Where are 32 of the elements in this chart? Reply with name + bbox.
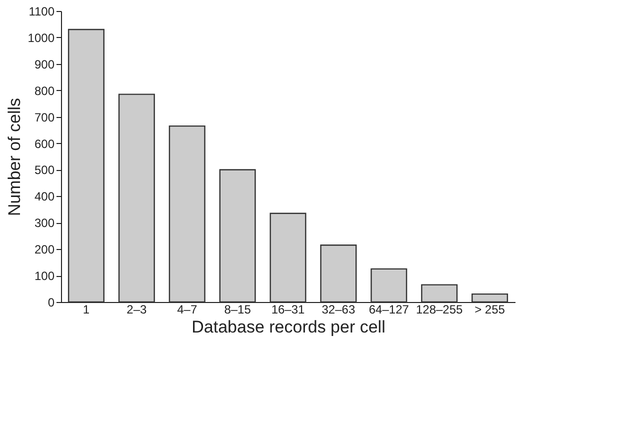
x-tick-label: 8–15 xyxy=(224,302,252,316)
y-tick-label: 900 xyxy=(34,57,55,72)
bar xyxy=(370,268,408,303)
x-tick-label: 64–127 xyxy=(368,302,410,316)
bar xyxy=(421,284,458,303)
y-axis-title: Number of cells xyxy=(4,98,24,216)
bar xyxy=(219,169,256,303)
x-tick-label: 2–3 xyxy=(126,302,147,316)
y-tick-label: 1100 xyxy=(28,4,55,18)
x-tick-label: 32–63 xyxy=(322,302,356,316)
y-tick-label: 200 xyxy=(34,242,55,257)
y-tick-label: 400 xyxy=(34,190,55,204)
bar xyxy=(118,94,155,303)
bar xyxy=(472,293,508,303)
x-tick-label: 4–7 xyxy=(177,302,198,316)
x-axis-title: Database records per cell xyxy=(192,318,386,336)
bar xyxy=(68,28,104,303)
x-tick-label: 1 xyxy=(82,302,90,316)
x-tick-label: 16–31 xyxy=(271,302,306,316)
y-tick-label: 700 xyxy=(34,110,55,124)
bar xyxy=(168,125,206,303)
y-tick-label: 0 xyxy=(48,296,55,310)
x-tick-label: 128–255 xyxy=(416,302,464,316)
y-tick-label: 100 xyxy=(34,269,55,284)
x-tick-label: > 255 xyxy=(474,302,506,316)
y-tick-label: 800 xyxy=(34,84,55,98)
bar xyxy=(270,212,306,303)
y-tick-label: 600 xyxy=(34,136,55,151)
y-tick-label: 1000 xyxy=(28,30,55,45)
y-tick-label: 500 xyxy=(34,163,55,178)
bar xyxy=(320,244,357,303)
y-tick-label: 300 xyxy=(34,216,55,230)
